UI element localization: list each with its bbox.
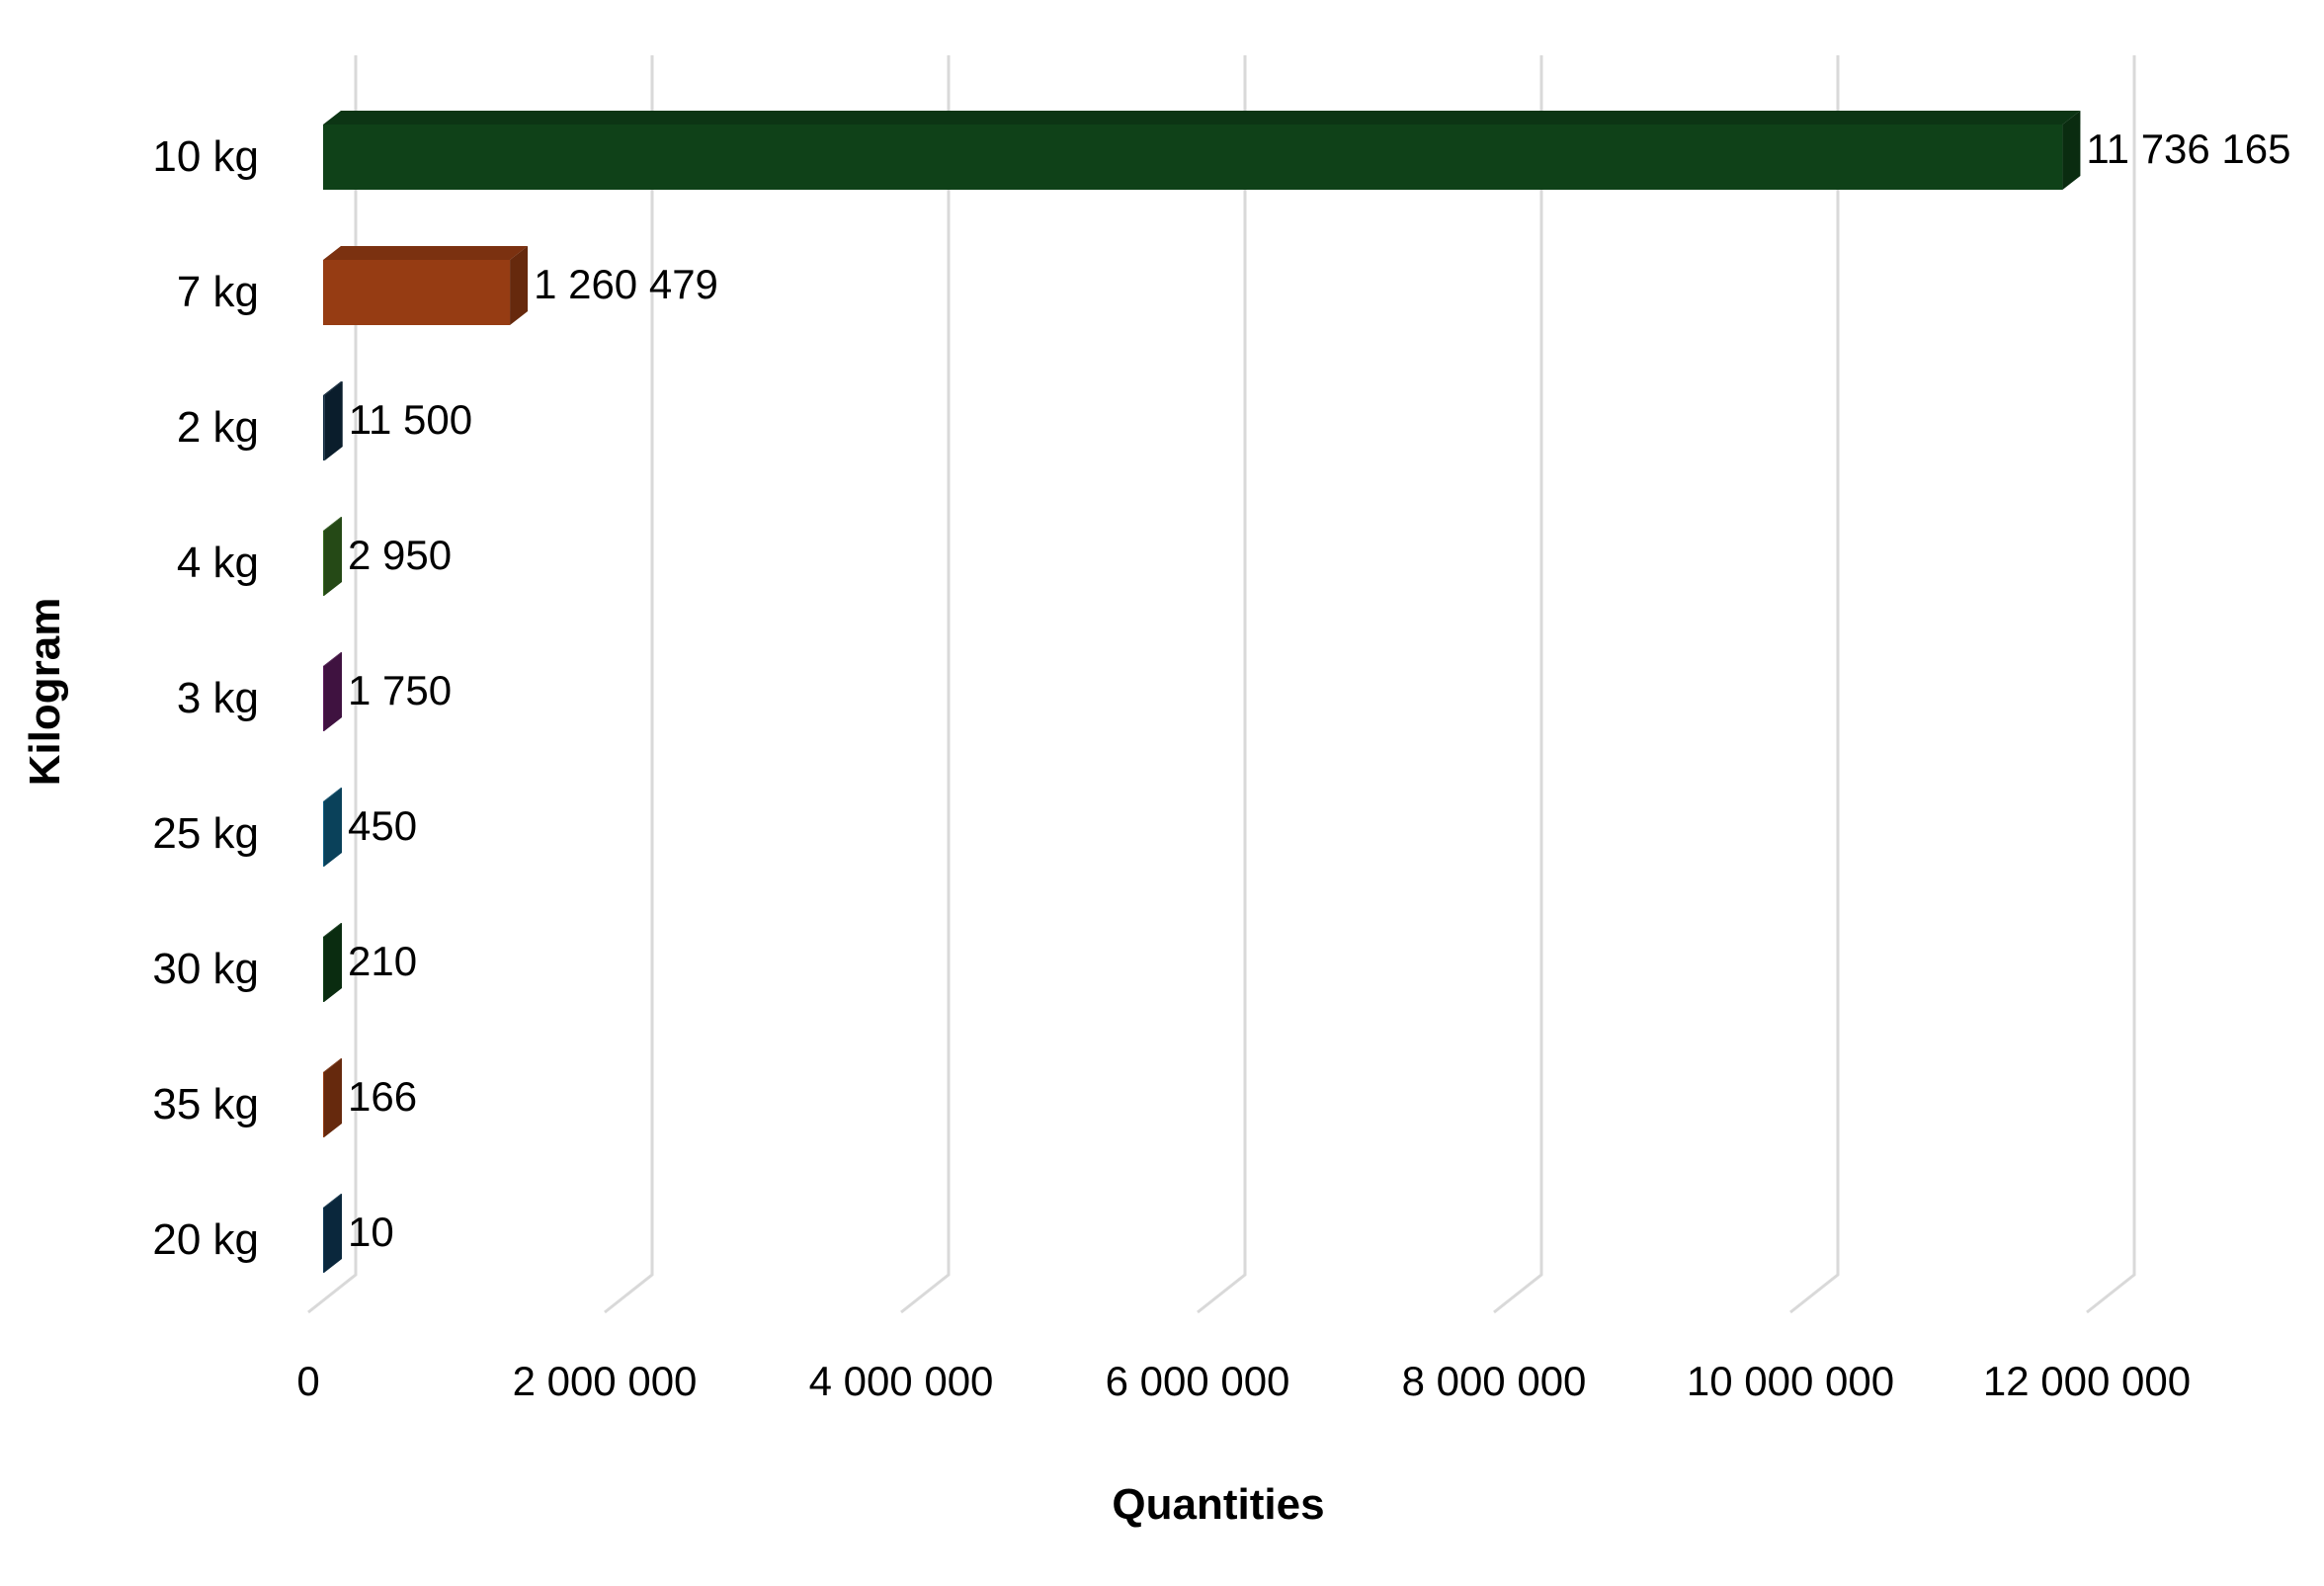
bar-top-face <box>323 381 343 395</box>
x-gridline <box>604 55 654 1314</box>
y-tick-label: 30 kg <box>152 945 259 993</box>
x-tick-label: 12 000 000 <box>1983 1358 2191 1404</box>
bar-side-face <box>2062 111 2081 190</box>
bar-top-face <box>323 246 529 260</box>
data-label: 1 750 <box>348 667 452 713</box>
bar <box>323 260 511 325</box>
data-label: 11 500 <box>349 396 472 443</box>
y-tick-label: 3 kg <box>177 674 259 722</box>
grid-layer <box>307 55 2136 1314</box>
x-gridline <box>1197 55 1247 1314</box>
x-tick-label: 8 000 000 <box>1402 1358 1587 1404</box>
x-gridline <box>1789 55 1840 1314</box>
bar-top-face <box>323 1058 342 1072</box>
bar-side-face <box>324 1194 342 1273</box>
bar-side-face <box>324 517 342 596</box>
x-tick-label: 0 <box>296 1358 319 1404</box>
bar <box>323 1208 324 1273</box>
bar-top-face <box>323 788 342 801</box>
x-tick-label: 6 000 000 <box>1106 1358 1290 1404</box>
data-label: 210 <box>348 938 417 984</box>
data-label: 166 <box>348 1073 417 1120</box>
y-axis-title: Kilogram <box>21 598 69 787</box>
bar-top-face <box>323 111 2081 125</box>
x-gridline <box>1493 55 1543 1314</box>
data-label: 2 950 <box>348 532 452 578</box>
y-tick-label: 4 kg <box>177 539 259 587</box>
bar-layer <box>323 111 2081 1273</box>
y-tick-label: 20 kg <box>152 1215 259 1264</box>
bar-top-face <box>323 517 342 531</box>
bar <box>323 125 2063 190</box>
x-axis-title: Quantities <box>1112 1480 1324 1529</box>
x-gridline <box>307 55 358 1314</box>
bar-top-face <box>323 652 342 666</box>
bar-side-face <box>324 652 342 731</box>
x-gridline <box>2086 55 2136 1314</box>
bar <box>323 531 324 596</box>
data-label: 450 <box>348 802 417 849</box>
bar <box>323 937 324 1002</box>
bar <box>323 801 324 867</box>
label-layer: 0 2 000 000 4 000 000 6 000 000 8 000 000 10 … <box>152 125 2290 1404</box>
bar <box>323 666 324 731</box>
bar <box>323 1072 324 1137</box>
bar-side-face <box>324 381 343 460</box>
y-tick-label: 35 kg <box>152 1080 259 1128</box>
y-tick-label: 10 kg <box>152 132 259 181</box>
y-tick-label: 7 kg <box>177 268 259 316</box>
data-label: 10 <box>348 1209 394 1255</box>
y-tick-label: 25 kg <box>152 809 259 858</box>
y-tick-label: 2 kg <box>177 403 259 452</box>
bar-side-face <box>510 246 529 325</box>
data-label: 11 736 165 <box>2086 125 2290 172</box>
x-tick-label: 4 000 000 <box>809 1358 994 1404</box>
data-label: 1 260 479 <box>534 261 718 307</box>
bar-top-face <box>323 1194 342 1208</box>
bar <box>323 395 325 460</box>
bar-side-face <box>324 923 342 1002</box>
x-tick-label: 10 000 000 <box>1687 1358 1894 1404</box>
bar-side-face <box>324 788 342 867</box>
x-gridline <box>900 55 951 1314</box>
x-tick-label: 2 000 000 <box>513 1358 698 1404</box>
bar-side-face <box>324 1058 342 1137</box>
bar-top-face <box>323 923 342 937</box>
